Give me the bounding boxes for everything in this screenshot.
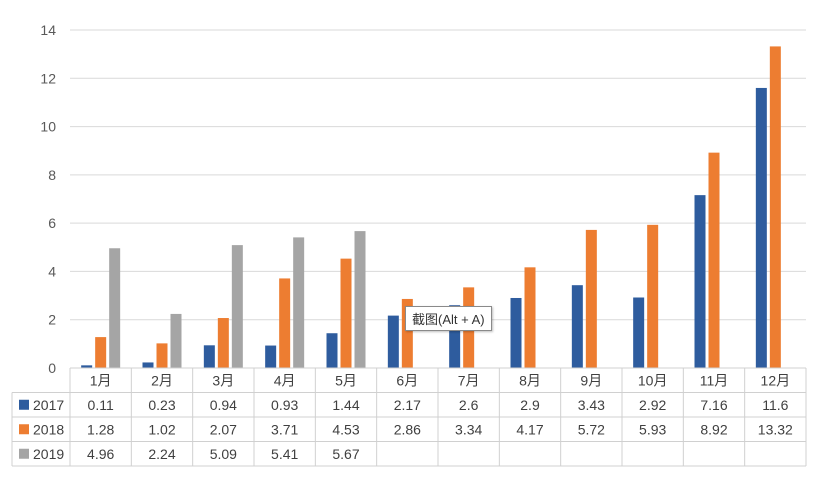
bar-2017-1 [81,365,93,368]
x-tick-label: 3月 [212,372,234,388]
x-tick-label: 6月 [396,372,418,388]
x-tick-label: 9月 [580,372,602,388]
table-cell-2018-8: 4.17 [516,421,543,437]
bar-2017-11 [694,195,706,368]
bar-2017-8 [510,297,522,368]
table-cell-2018-7: 3.34 [455,421,482,437]
y-tick-label: 14 [40,22,56,38]
table-cell-2017-9: 3.43 [578,397,605,413]
table-cell-2017-11: 7.16 [700,397,727,413]
table-cell-2018-4: 3.71 [271,421,298,437]
bar-2018-5 [340,258,352,368]
bar-2017-9 [571,285,583,368]
table-cell-2017-12: 11.6 [762,397,788,413]
table-cell-2018-2: 1.02 [148,421,175,437]
y-axis: 0 2 4 6 8 10 12 14 [40,22,56,376]
table-cell-2018-6: 2.86 [394,421,421,437]
x-tick-label: 10月 [638,372,668,388]
bar-2017-6 [387,315,399,368]
bar-2019-5 [354,231,366,368]
bar-2018-12 [769,46,781,368]
table-cell-2018-11: 8.92 [700,421,727,437]
table-cell-2018-5: 4.53 [332,421,359,437]
table-cell-2017-10: 2.92 [639,397,666,413]
screenshot-tooltip: 截图(Alt + A) [405,306,492,331]
y-tick-label: 8 [48,167,56,183]
table-cell-2017-2: 0.23 [148,397,175,413]
table-cell-2019-1: 4.96 [87,446,114,462]
bar-2018-6 [401,298,413,368]
table-cell-2018-1: 1.28 [87,421,114,437]
x-tick-label: 1月 [90,372,112,388]
y-tick-label: 6 [48,215,56,231]
bar-2017-5 [326,333,338,368]
table-cell-2018-12: 13.32 [758,421,793,437]
data-table: 1月 2月 3月 4月 5月 6月 7月 8月 9月 10月 11月 12月 2017 0.11 0.23 0… [11,367,807,467]
bar-2017-10 [633,297,645,368]
table-cell-2017-3: 0.94 [210,397,237,413]
x-tick-label: 11月 [700,372,729,388]
table-cell-2019-2: 2.24 [148,446,175,462]
bar-2017-12 [755,87,767,368]
table-cell-2017-6: 2.17 [394,397,421,413]
bar-2018-11 [708,152,720,368]
y-tick-label: 12 [40,70,56,86]
x-tick-label: 5月 [335,372,357,388]
bar-2017-2 [142,362,154,368]
bar-2017-3 [203,345,215,368]
legend-label-2017: 2017 [33,397,64,413]
legend-key-2019 [19,448,29,459]
bar-2017-7 [449,305,461,368]
bar-2017-4 [265,345,277,368]
table-cell-2017-5: 1.44 [332,397,359,413]
bars [81,46,781,368]
table-cell-2019-4: 5.41 [271,446,298,462]
y-tick-label: 4 [48,263,56,279]
table-cell-2019-5: 5.67 [332,446,359,462]
x-tick-label: 2月 [151,372,173,388]
table-cell-2018-3: 2.07 [210,421,237,437]
x-tick-label: 8月 [519,372,541,388]
table-cell-2017-1: 0.11 [88,397,114,413]
legend-label-2019: 2019 [33,446,64,462]
bar-2019-4 [293,237,305,368]
table-cell-2017-7: 2.6 [459,397,479,413]
y-tick-label: 0 [48,360,56,376]
table-cell-2019-3: 5.09 [210,446,237,462]
x-tick-label: 12月 [761,372,791,388]
bar-2018-8 [524,267,536,368]
bar-2018-1 [95,337,107,368]
bar-2019-1 [109,248,121,368]
legend-key-2017 [19,399,29,410]
x-tick-label: 4月 [274,372,296,388]
bar-2019-3 [231,245,243,368]
table-cell-2018-10: 5.93 [639,421,666,437]
legend-key-2018 [19,424,29,435]
bar-2018-4 [279,278,291,368]
table-cell-2017-4: 0.93 [271,397,298,413]
x-tick-label: 7月 [458,372,480,388]
bar-2018-3 [217,318,229,368]
bar-2019-2 [170,313,182,368]
y-tick-label: 2 [48,312,56,328]
legend-label-2018: 2018 [33,421,64,437]
bar-2018-9 [585,229,597,368]
table-cell-2017-8: 2.9 [520,397,540,413]
table-cell-2018-9: 5.72 [578,421,605,437]
y-tick-label: 10 [40,119,56,135]
bar-2018-10 [647,224,659,368]
grid-lines [70,29,806,321]
bar-2018-2 [156,343,168,368]
